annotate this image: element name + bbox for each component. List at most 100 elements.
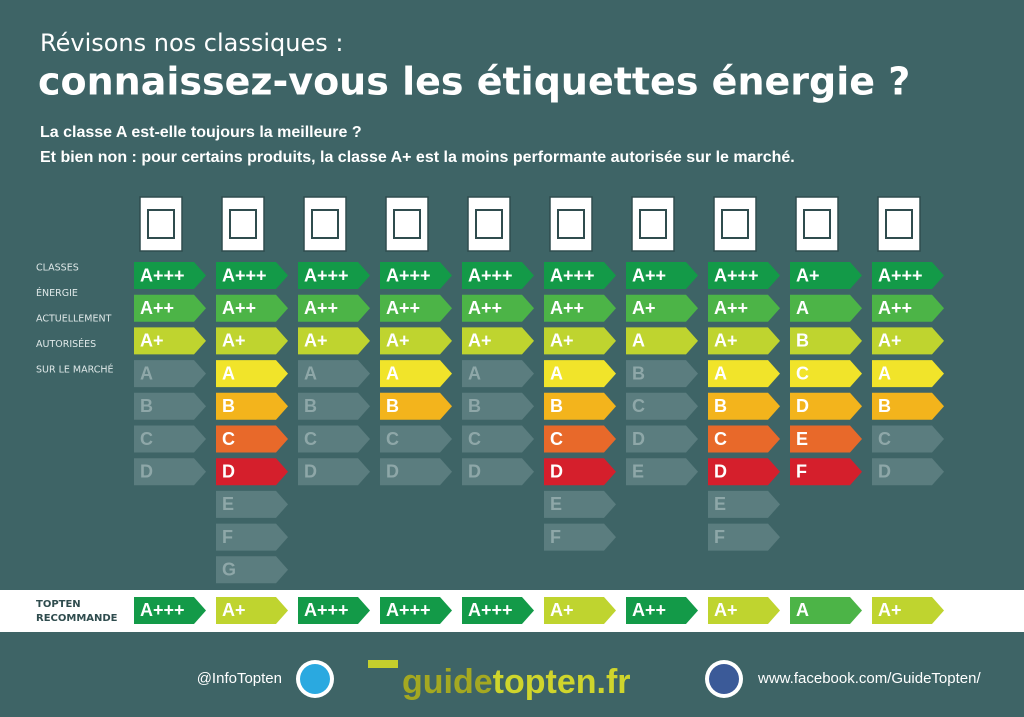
recommend-class: A+	[878, 600, 902, 620]
class-label: C	[714, 429, 727, 449]
appliance-icon	[877, 196, 921, 252]
class-label: A	[878, 363, 891, 383]
logo[interactable]: guidetopten.fr	[402, 663, 631, 701]
class-arrow	[134, 327, 206, 355]
class-arrow	[544, 392, 616, 420]
class-arrow-inactive	[216, 556, 288, 584]
recommend-arrow	[216, 597, 288, 624]
class-arrow	[708, 458, 780, 486]
class-label: A	[386, 363, 399, 383]
class-label: B	[796, 331, 809, 351]
class-label: A	[714, 363, 727, 383]
class-label-inactive: F	[222, 527, 233, 547]
content: CLASSES ÉNERGIE ACTUELLEMENT AUTORISÉES SUR …	[36, 196, 944, 624]
class-label: A++	[304, 298, 338, 318]
class-arrow	[708, 392, 780, 420]
class-arrow-inactive	[462, 360, 534, 388]
appliance-icon-detail	[721, 209, 749, 239]
class-label: A	[222, 363, 235, 383]
class-arrow-inactive	[134, 425, 206, 453]
side-label: AUTORISÉES	[36, 338, 96, 350]
class-arrow	[216, 392, 288, 420]
appliance-icon-detail	[393, 209, 421, 239]
appliance-icon	[139, 196, 183, 252]
recommend-class: A+++	[304, 600, 349, 620]
class-arrow	[872, 360, 944, 388]
class-arrow	[216, 360, 288, 388]
appliance-icon	[795, 196, 839, 252]
intro-line: La classe A est-elle toujours la meilleu…	[40, 124, 362, 141]
class-arrow-inactive	[216, 523, 288, 551]
class-arrow	[790, 392, 862, 420]
class-label-inactive: C	[304, 429, 317, 449]
class-label: A+	[386, 331, 410, 351]
side-label: ACTUELLEMENT	[36, 314, 112, 325]
class-label: A++	[140, 298, 174, 318]
class-arrow	[626, 294, 698, 322]
side-label: SUR LE MARCHÉ	[36, 364, 114, 376]
class-arrow	[790, 262, 862, 289]
class-label-inactive: B	[304, 396, 317, 416]
class-arrow	[708, 327, 780, 355]
class-label: E	[796, 429, 808, 449]
class-label-inactive: D	[386, 461, 399, 481]
class-label: A++	[222, 298, 256, 318]
class-arrow	[134, 294, 206, 322]
facebook-link[interactable]: www.facebook.com/GuideTopten/	[757, 670, 981, 687]
class-arrow	[544, 360, 616, 388]
class-label: A+	[468, 331, 492, 351]
class-label: A+	[796, 265, 820, 285]
twitter-icon-inner	[300, 664, 330, 694]
class-arrow-inactive	[626, 360, 698, 388]
appliance-icon	[221, 196, 265, 252]
class-label-inactive: B	[632, 363, 645, 383]
class-label: A	[796, 298, 809, 318]
twitter-handle[interactable]: @InfoTopten	[197, 670, 282, 687]
recommend-arrow	[298, 597, 370, 624]
class-arrow	[872, 294, 944, 322]
class-label: B	[550, 396, 563, 416]
class-label-inactive: D	[468, 461, 481, 481]
class-label: A+	[304, 331, 328, 351]
class-arrow-inactive	[462, 392, 534, 420]
class-arrow	[872, 392, 944, 420]
class-arrow	[708, 262, 780, 289]
class-arrow-inactive	[708, 490, 780, 518]
class-arrow-inactive	[872, 425, 944, 453]
recommend-class: A+++	[386, 600, 431, 620]
class-arrow	[544, 262, 616, 289]
class-arrow	[462, 294, 534, 322]
recommend-class: A	[796, 600, 809, 620]
class-arrow	[872, 327, 944, 355]
class-arrow	[790, 458, 862, 486]
class-label: A+++	[878, 265, 923, 285]
logo-part: guide	[402, 663, 493, 701]
class-arrow	[216, 262, 288, 289]
class-label: A	[550, 363, 563, 383]
class-arrow	[462, 327, 534, 355]
class-arrow	[216, 327, 288, 355]
class-label-inactive: C	[878, 429, 891, 449]
appliance-icon	[713, 196, 757, 252]
class-arrow-inactive	[626, 392, 698, 420]
class-label-inactive: C	[386, 429, 399, 449]
appliance-icon-detail	[147, 209, 175, 239]
class-label-inactive: B	[468, 396, 481, 416]
class-label-inactive: C	[632, 396, 645, 416]
class-arrow-inactive	[708, 523, 780, 551]
class-arrow	[544, 425, 616, 453]
class-arrow	[790, 327, 862, 355]
class-label: A++	[632, 265, 666, 285]
class-arrow	[380, 294, 452, 322]
class-arrow	[216, 458, 288, 486]
kicker: Révisons nos classiques :	[40, 29, 343, 57]
class-arrow-inactive	[544, 490, 616, 518]
class-arrow	[544, 294, 616, 322]
intro-line: Et bien non : pour certains produits, la…	[40, 149, 795, 166]
class-arrow-inactive	[134, 360, 206, 388]
appliance-icon	[549, 196, 593, 252]
class-label-inactive: G	[222, 560, 236, 580]
class-label: A+	[632, 298, 656, 318]
class-label-inactive: B	[140, 396, 153, 416]
